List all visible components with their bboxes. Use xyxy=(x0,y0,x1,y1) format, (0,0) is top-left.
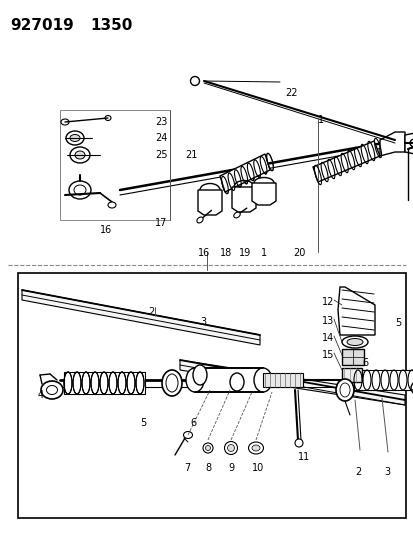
Text: 2: 2 xyxy=(147,307,154,317)
Text: 5: 5 xyxy=(140,418,146,428)
Ellipse shape xyxy=(224,441,237,455)
Text: 9: 9 xyxy=(228,463,234,473)
Polygon shape xyxy=(219,154,269,192)
Ellipse shape xyxy=(69,181,91,199)
Text: 22: 22 xyxy=(284,88,297,98)
Bar xyxy=(341,368,361,382)
Text: 23: 23 xyxy=(154,117,167,127)
Text: 3: 3 xyxy=(199,317,206,327)
Bar xyxy=(18,273,405,518)
Ellipse shape xyxy=(341,336,367,348)
Text: 19: 19 xyxy=(238,248,251,258)
Ellipse shape xyxy=(108,202,116,208)
Ellipse shape xyxy=(190,77,199,85)
Text: 16: 16 xyxy=(197,248,210,258)
Polygon shape xyxy=(231,187,255,212)
Ellipse shape xyxy=(409,139,413,147)
Polygon shape xyxy=(379,132,404,156)
Ellipse shape xyxy=(197,217,203,223)
Ellipse shape xyxy=(254,368,271,392)
Ellipse shape xyxy=(227,445,234,451)
Bar xyxy=(262,373,302,387)
Ellipse shape xyxy=(335,379,353,401)
Polygon shape xyxy=(353,370,413,390)
Ellipse shape xyxy=(202,443,212,453)
Polygon shape xyxy=(22,290,259,345)
Bar xyxy=(341,349,363,365)
Polygon shape xyxy=(252,183,275,205)
Text: 11: 11 xyxy=(297,452,309,462)
Text: 8: 8 xyxy=(204,463,211,473)
Text: 5: 5 xyxy=(394,318,400,328)
Ellipse shape xyxy=(183,432,192,439)
Polygon shape xyxy=(180,360,404,405)
Ellipse shape xyxy=(166,374,178,392)
Text: 1: 1 xyxy=(317,115,323,125)
Text: 14: 14 xyxy=(321,333,333,343)
Bar xyxy=(195,368,262,392)
Ellipse shape xyxy=(41,381,63,399)
Text: 7: 7 xyxy=(183,463,190,473)
Text: 6: 6 xyxy=(190,418,196,428)
Ellipse shape xyxy=(70,134,80,141)
Ellipse shape xyxy=(70,147,90,163)
Polygon shape xyxy=(312,141,379,182)
Text: 1350: 1350 xyxy=(90,18,132,33)
Ellipse shape xyxy=(185,368,204,392)
Text: 17: 17 xyxy=(154,218,167,228)
Text: 18: 18 xyxy=(219,248,232,258)
Ellipse shape xyxy=(248,442,263,454)
Ellipse shape xyxy=(66,131,84,145)
Text: 21: 21 xyxy=(185,150,197,160)
Ellipse shape xyxy=(252,445,259,451)
Ellipse shape xyxy=(346,338,362,345)
Ellipse shape xyxy=(339,383,349,397)
Text: 927019: 927019 xyxy=(10,18,74,33)
Polygon shape xyxy=(197,190,221,215)
Ellipse shape xyxy=(410,381,413,395)
Text: 16: 16 xyxy=(100,225,112,235)
Polygon shape xyxy=(404,132,413,155)
Bar xyxy=(60,110,170,220)
Text: 10: 10 xyxy=(252,463,263,473)
Text: 4: 4 xyxy=(38,390,44,400)
Ellipse shape xyxy=(230,373,243,391)
Text: 20: 20 xyxy=(292,248,305,258)
Polygon shape xyxy=(64,372,145,394)
Ellipse shape xyxy=(192,365,206,385)
Text: 2: 2 xyxy=(354,467,361,477)
Text: 15: 15 xyxy=(321,350,334,360)
Text: 24: 24 xyxy=(154,133,167,143)
Text: 13: 13 xyxy=(321,316,333,326)
Polygon shape xyxy=(337,287,374,335)
Text: 6: 6 xyxy=(361,358,367,368)
Text: 25: 25 xyxy=(154,150,167,160)
Ellipse shape xyxy=(161,370,182,396)
Text: 12: 12 xyxy=(321,297,334,307)
Ellipse shape xyxy=(233,212,240,218)
Text: 3: 3 xyxy=(383,467,389,477)
Text: 1: 1 xyxy=(260,248,266,258)
Ellipse shape xyxy=(205,446,210,450)
Ellipse shape xyxy=(294,439,302,447)
Ellipse shape xyxy=(75,151,85,159)
